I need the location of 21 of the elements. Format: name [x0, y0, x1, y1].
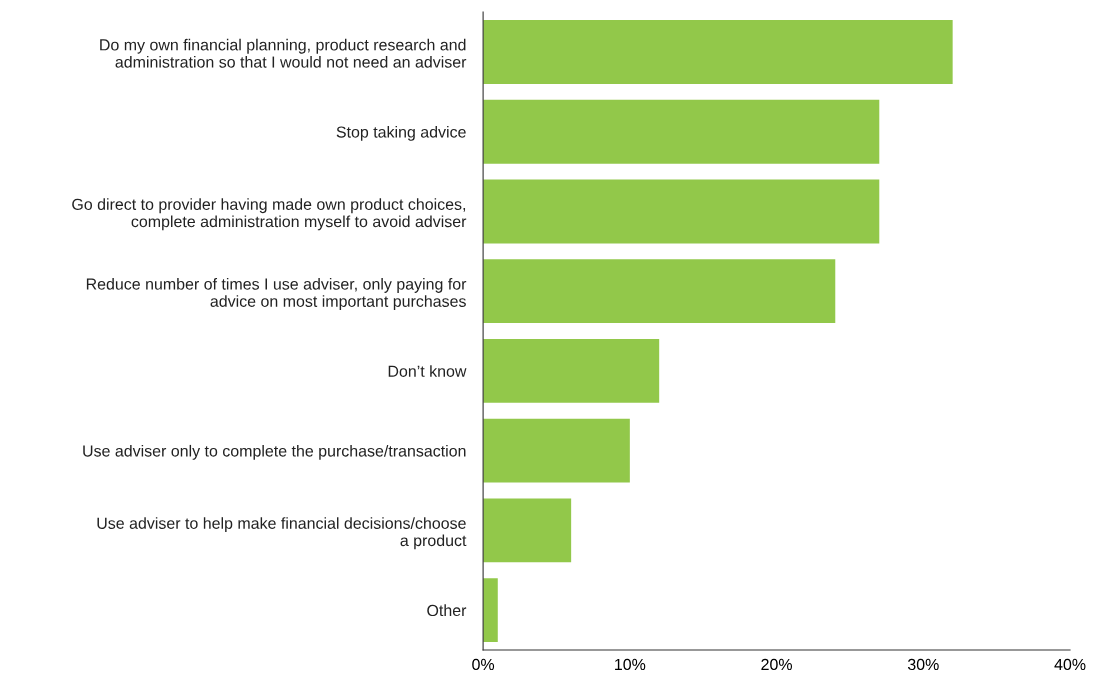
- y-tick-label: Stop taking advice: [336, 125, 466, 141]
- x-tick-label: 40%: [1054, 658, 1086, 671]
- bar: [483, 179, 880, 244]
- x-tick-label: 0%: [472, 658, 495, 671]
- bar: [483, 259, 836, 324]
- bar: [483, 578, 498, 643]
- x-tick-label: 20%: [761, 658, 792, 671]
- y-tick-label: Don’t know: [388, 365, 467, 377]
- y-tick-label: Use adviser to help make financial decisions/choose a product: [97, 517, 467, 550]
- y-tick-label: Do my own financial planning, product research and administration so that I would not need an adviser: [100, 38, 467, 68]
- x-tick-label: 30%: [907, 658, 939, 671]
- bar: [483, 339, 660, 403]
- x-tick-label: 10%: [615, 658, 646, 671]
- y-tick-label: Other: [427, 604, 467, 617]
- bar: [483, 99, 880, 164]
- bar: [483, 20, 953, 84]
- y-tick-label: Go direct to provider having made own product choices, complete administration myself to avoid adviser: [72, 198, 467, 231]
- bar: [483, 498, 572, 563]
- y-tick-label: Use adviser only to complete the purchase/transaction: [83, 444, 466, 460]
- y-tick-label: Reduce number of times I use adviser, only paying for advice on most important purchases: [86, 277, 467, 311]
- bar: [483, 418, 630, 483]
